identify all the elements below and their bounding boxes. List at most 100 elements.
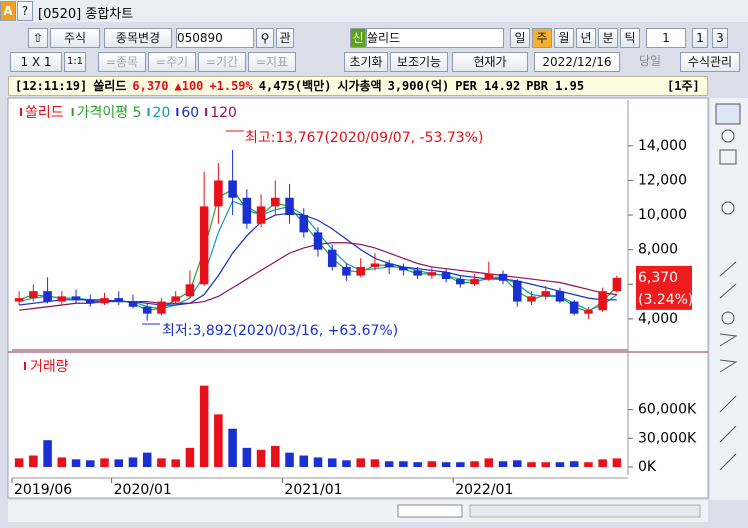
help-button[interactable]: ? bbox=[17, 1, 33, 21]
volume-bar bbox=[541, 462, 550, 467]
date-select[interactable]: 2022/12/16 bbox=[534, 52, 620, 72]
sync-button[interactable]: =종목 bbox=[98, 52, 146, 72]
candle-body bbox=[527, 296, 536, 302]
rate: +1.59% bbox=[209, 79, 253, 93]
candle-body bbox=[86, 299, 95, 304]
sync-button[interactable]: =지표 bbox=[248, 52, 296, 72]
legend-swatch bbox=[71, 108, 74, 116]
volume-bar bbox=[86, 460, 95, 467]
candle-body bbox=[185, 284, 195, 297]
volume-bar bbox=[384, 461, 394, 467]
candle-body bbox=[498, 273, 508, 281]
candle-body bbox=[456, 279, 465, 285]
x-tick-label: 2022/01 bbox=[455, 482, 513, 498]
aux-button[interactable]: 보조기능 bbox=[390, 52, 448, 72]
legend-swatch bbox=[205, 108, 208, 116]
reset-button[interactable]: 초기화 bbox=[344, 52, 388, 72]
period-button[interactable]: 틱 bbox=[620, 28, 640, 48]
volume-bar bbox=[242, 447, 252, 467]
candle-body bbox=[399, 266, 408, 271]
today-check[interactable]: 당일 bbox=[638, 54, 662, 68]
legend-swatch bbox=[24, 362, 26, 370]
period-button[interactable]: 주 bbox=[532, 28, 552, 48]
volume-bar bbox=[128, 457, 138, 467]
volume-bar bbox=[512, 460, 522, 467]
candle-body bbox=[199, 206, 209, 285]
sync-button[interactable]: =기간 bbox=[198, 52, 246, 72]
pointer-tool[interactable] bbox=[715, 103, 741, 125]
cap: 3,900(억) bbox=[387, 79, 450, 93]
candle-body bbox=[370, 263, 380, 267]
watch-button[interactable]: 관 bbox=[276, 28, 294, 48]
period-button[interactable]: 일 bbox=[510, 28, 530, 48]
volume-bar bbox=[555, 462, 565, 467]
volume-bar bbox=[71, 459, 81, 467]
candle-body bbox=[569, 301, 579, 314]
candle-body bbox=[100, 298, 109, 304]
volume-bar bbox=[598, 459, 607, 467]
zoom-slider[interactable] bbox=[397, 504, 463, 518]
circle-tool[interactable] bbox=[721, 311, 735, 325]
volume-bar bbox=[171, 459, 180, 467]
last-price: 6,370 bbox=[638, 270, 678, 286]
volume-bar bbox=[185, 447, 195, 467]
volume-bar bbox=[214, 414, 223, 467]
tool-icon[interactable] bbox=[721, 201, 735, 215]
tool-icon[interactable] bbox=[719, 425, 737, 443]
x-tick-label: 2021/01 bbox=[284, 482, 342, 498]
code-input[interactable]: 050890 bbox=[176, 28, 254, 48]
stock-name: 쏠리드 bbox=[93, 79, 127, 93]
y-tick-label: 10,000 bbox=[638, 207, 687, 223]
search-button[interactable]: ⚲ bbox=[256, 28, 274, 48]
up-button[interactable]: ⇧ bbox=[28, 28, 48, 48]
quick-button[interactable]: 1 bbox=[692, 28, 708, 48]
legend-swatch bbox=[147, 108, 150, 116]
stock-name: 쏠리드 bbox=[366, 28, 504, 48]
count-select[interactable]: 1 bbox=[646, 28, 686, 48]
tool-icon[interactable] bbox=[719, 333, 738, 347]
panel-title: 거래량 bbox=[30, 359, 69, 375]
formula-button[interactable]: 수식관리 bbox=[680, 52, 740, 72]
tool-icon[interactable] bbox=[719, 453, 737, 471]
candle-body bbox=[71, 296, 81, 300]
legend-label: 20 bbox=[153, 105, 171, 121]
market-select[interactable]: 주식 bbox=[50, 28, 100, 48]
change-select[interactable]: 종목변경 bbox=[104, 28, 172, 48]
volume-bar bbox=[157, 458, 166, 467]
ratio-button[interactable]: 1:1 bbox=[64, 52, 86, 72]
tool-icon[interactable] bbox=[719, 149, 737, 165]
candle-body bbox=[214, 180, 223, 207]
change: ▲100 bbox=[174, 79, 204, 93]
candle-body bbox=[555, 291, 565, 302]
volume-bar bbox=[484, 458, 494, 467]
app-icon: A bbox=[0, 1, 16, 21]
tool-icon[interactable] bbox=[721, 129, 735, 143]
quick-button[interactable]: 3 bbox=[712, 28, 728, 48]
candle-body bbox=[142, 306, 152, 314]
tool-icon[interactable] bbox=[719, 359, 738, 373]
line-tool[interactable] bbox=[719, 261, 737, 277]
candle-body bbox=[256, 206, 266, 224]
tool-icon[interactable] bbox=[719, 395, 737, 413]
y-tick-label: 12,000 bbox=[638, 172, 687, 188]
nav-buttons[interactable] bbox=[469, 504, 701, 518]
period-button[interactable]: 년 bbox=[576, 28, 596, 48]
legend-swatch bbox=[176, 108, 179, 116]
volume-bar bbox=[427, 461, 437, 467]
line-tool[interactable] bbox=[719, 283, 737, 299]
candle-body bbox=[384, 263, 394, 267]
sync-button[interactable]: =주기 bbox=[148, 52, 196, 72]
period: [1주] bbox=[667, 79, 700, 93]
volume-bar bbox=[100, 458, 109, 467]
candle-body bbox=[427, 272, 437, 276]
layout-button[interactable]: 1 X 1 bbox=[10, 52, 62, 72]
volume-bar bbox=[498, 461, 508, 467]
candle-body bbox=[413, 270, 422, 276]
volume-bar bbox=[527, 462, 536, 467]
period-button[interactable]: 월 bbox=[554, 28, 574, 48]
period-button[interactable]: 분 bbox=[598, 28, 618, 48]
candle-body bbox=[285, 197, 294, 216]
price-select[interactable]: 현재가 bbox=[452, 52, 528, 72]
max-annotation: 최고:13,767(2020/09/07, -53.73%) bbox=[245, 130, 483, 146]
